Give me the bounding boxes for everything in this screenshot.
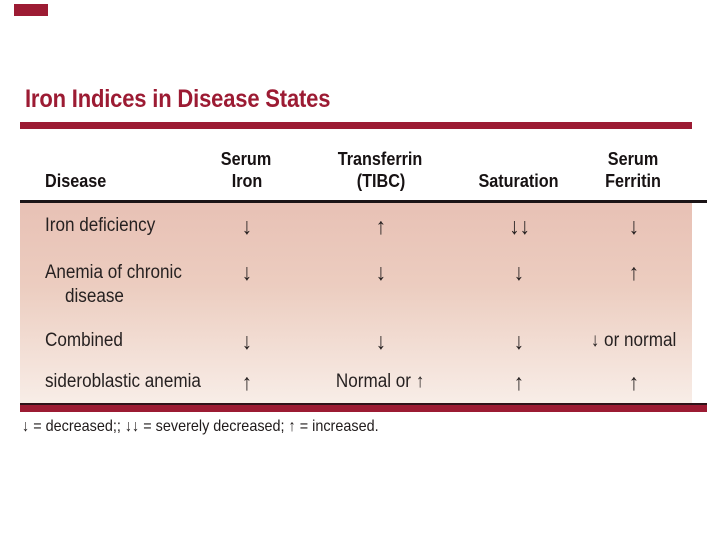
column-header-transferrin-tibc: Transferrin (TIBC) [298,148,463,192]
cell-saturation: ↑ [463,370,575,394]
table-body: Iron deficiency ↓ ↑ ↓↓ ↓ Anemia of chron… [20,203,692,403]
column-header-disease: Disease [20,170,195,192]
down-arrow-or-normal-value: ↓ or normal [590,330,677,351]
cell-saturation: ↓ [463,249,575,295]
cell-disease: sideroblastic anemia [45,371,201,392]
down-arrow-icon: ↓ [375,259,386,285]
header-divider-rule [20,200,707,203]
footnote-legend: ↓ = decreased;; ↓↓ = severely decreased;… [22,415,418,439]
cell-serum-ferritin: ↓ [575,214,692,238]
cell-serum-iron: ↓ [195,249,298,295]
cell-transferrin-tibc: ↑ [298,214,463,238]
column-header-label: Serum [221,149,272,169]
cell-serum-iron: ↑ [195,370,298,394]
up-arrow-icon: ↑ [513,369,525,395]
corner-accent-bar [14,4,48,16]
double-down-arrow-icon: ↓↓ [508,213,530,239]
title-rule [20,122,692,129]
column-header-label: Serum [608,149,659,169]
table-header-row: Disease Serum Iron Transferrin (TIBC) Sa… [20,129,692,200]
column-header-label: Transferrin [338,149,423,169]
up-arrow-icon: ↑ [375,213,386,239]
column-header-label: Ferritin [605,171,662,191]
page-title: Iron Indices in Disease States [25,85,331,113]
footnote-text: ↓ = decreased;; ↓↓ = severely decreased;… [22,418,379,435]
column-header-serum-ferritin: Serum Ferritin [575,148,692,192]
down-arrow-icon: ↓ [241,328,252,354]
cell-serum-ferritin: ↓ or normal [575,329,692,353]
column-header-serum-iron: Serum Iron [195,148,298,192]
cell-serum-ferritin: ↑ [575,370,692,394]
column-header-label: Disease [45,171,107,191]
cell-saturation: ↓ [463,329,575,353]
column-header-label: (TIBC) [356,171,405,191]
cell-disease: Combined [45,330,123,351]
up-arrow-icon: ↑ [241,369,252,395]
column-header-label: Saturation [478,171,560,191]
down-arrow-icon: ↓ [513,259,525,285]
iron-indices-table: Disease Serum Iron Transferrin (TIBC) Sa… [20,129,707,403]
table-bottom-rule [20,403,707,412]
cell-transferrin-tibc: Normal or ↑ [298,370,463,394]
down-arrow-icon: ↓ [513,328,525,354]
cell-serum-ferritin: ↑ [575,249,692,295]
down-arrow-icon: ↓ [241,213,252,239]
column-header-label: Iron [231,171,262,191]
up-arrow-icon: ↑ [628,369,639,395]
cell-serum-iron: ↓ [195,329,298,353]
cell-transferrin-tibc: ↓ [298,249,463,295]
cell-disease: Anemia of chronic disease [45,262,182,307]
down-arrow-icon: ↓ [628,213,639,239]
cell-saturation: ↓↓ [463,214,575,238]
cell-transferrin-tibc: ↓ [298,329,463,353]
up-arrow-icon: ↑ [628,259,639,285]
normal-or-up-arrow-value: Normal or ↑ [336,371,425,392]
cell-serum-iron: ↓ [195,214,298,238]
column-header-saturation: Saturation [463,170,575,192]
down-arrow-icon: ↓ [375,328,386,354]
cell-disease: Iron deficiency [45,215,156,236]
down-arrow-icon: ↓ [241,259,252,285]
